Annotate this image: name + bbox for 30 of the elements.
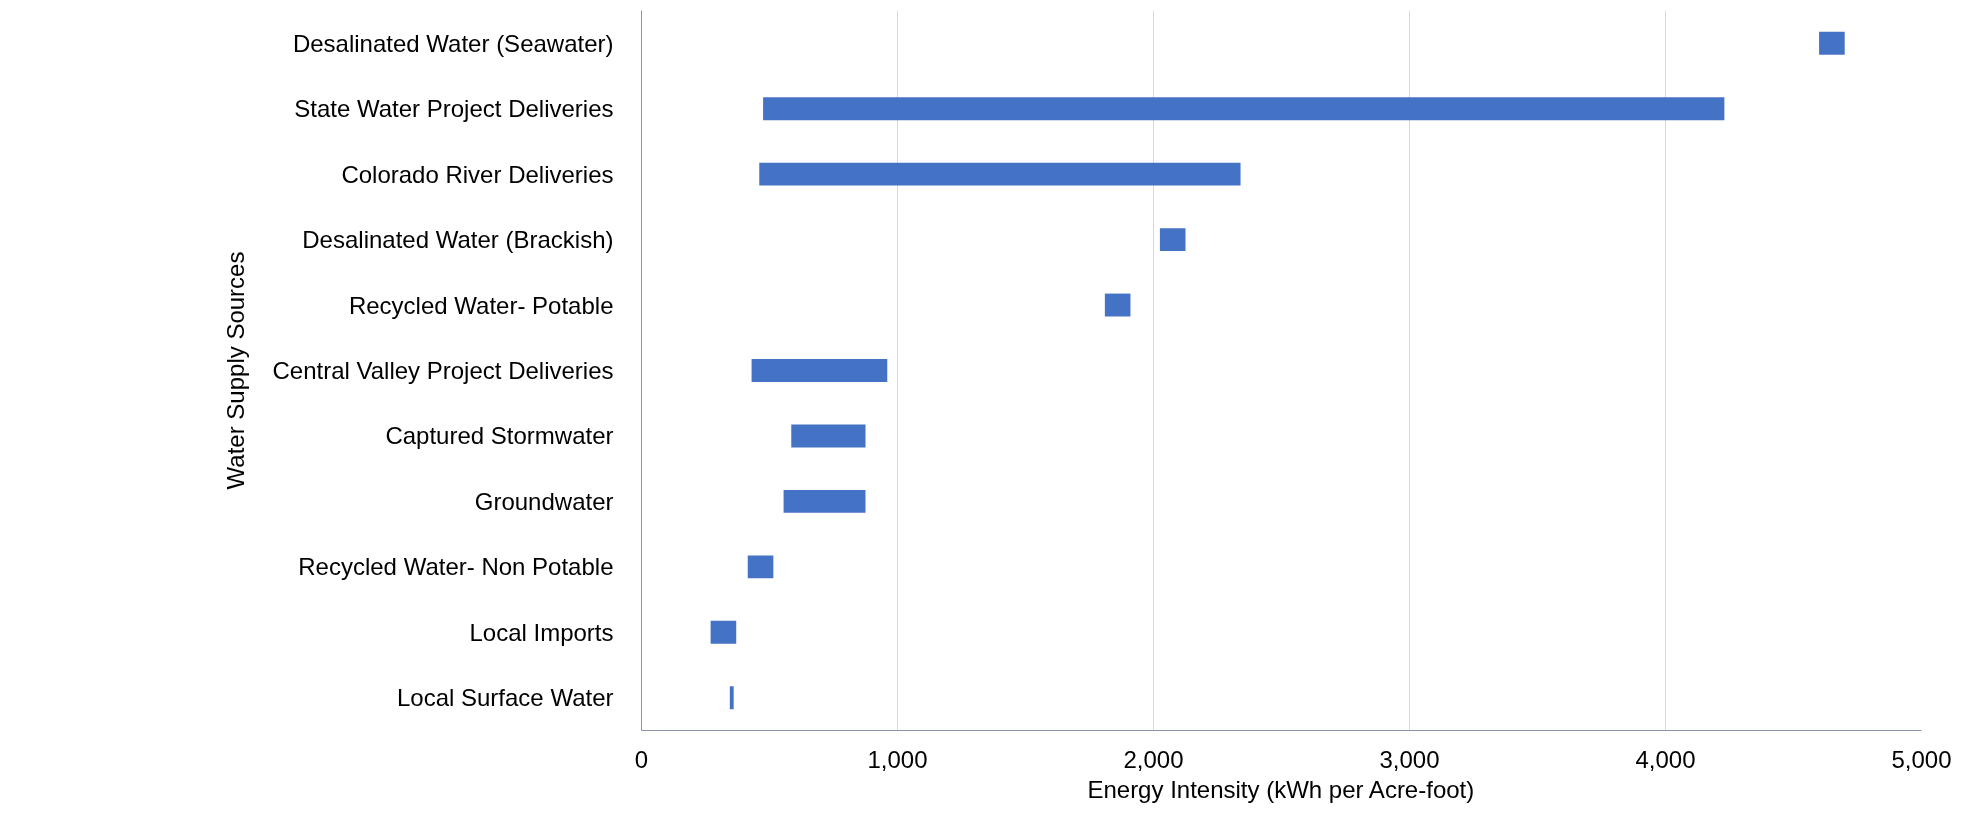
y-tick-label: Desalinated Water (Brackish) bbox=[302, 226, 614, 254]
y-tick-label: Central Valley Project Deliveries bbox=[272, 357, 614, 384]
y-axis-title: Water Supply Sources bbox=[222, 251, 250, 490]
bar bbox=[747, 555, 774, 579]
y-tick-label: Recycled Water- Potable bbox=[348, 291, 614, 319]
y-tick-label: Colorado River Deliveries bbox=[341, 160, 614, 188]
bar bbox=[1104, 293, 1131, 317]
bar bbox=[791, 424, 866, 448]
bar bbox=[1159, 228, 1186, 252]
bar bbox=[729, 686, 734, 710]
x-tick-label: 3,000 bbox=[1379, 745, 1440, 773]
bar bbox=[710, 620, 737, 644]
bar bbox=[1819, 31, 1845, 55]
y-tick-label: Desalinated Water (Seawater) bbox=[292, 29, 614, 57]
bar bbox=[783, 489, 866, 513]
x-tick-label: 1,000 bbox=[867, 745, 928, 773]
x-tick-label: 5,000 bbox=[1891, 745, 1952, 773]
y-tick-label: State Water Project Deliveries bbox=[294, 95, 614, 123]
x-axis-title: Energy Intensity (kWh per Acre-foot) bbox=[1087, 775, 1475, 803]
x-tick-label: 0 bbox=[634, 745, 649, 773]
bar bbox=[759, 162, 1241, 186]
y-tick-label: Local Imports bbox=[469, 618, 614, 646]
y-tick-label: Local Surface Water bbox=[396, 684, 614, 712]
y-tick-label: Captured Stormwater bbox=[385, 422, 614, 450]
bar bbox=[763, 97, 1725, 121]
x-tick-label: 4,000 bbox=[1635, 745, 1696, 773]
bar bbox=[751, 359, 888, 382]
y-tick-label: Recycled Water- Non Potable bbox=[298, 553, 614, 581]
y-tick-label: Groundwater bbox=[474, 487, 614, 515]
x-tick-label: 2,000 bbox=[1123, 745, 1184, 773]
